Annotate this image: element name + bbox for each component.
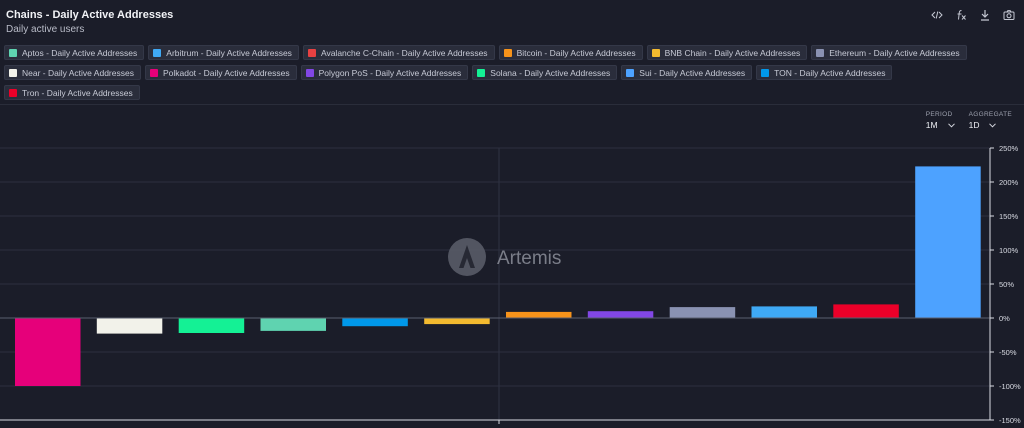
legend-item[interactable]: Solana - Daily Active Addresses — [472, 65, 618, 80]
y-tick-label: 200% — [999, 178, 1019, 187]
y-tick-label: 50% — [999, 280, 1014, 289]
chart-legend: Aptos - Daily Active Addresses Arbitrum -… — [4, 45, 1014, 105]
legend-item[interactable]: Sui - Daily Active Addresses — [621, 65, 753, 80]
watermark-text: Artemis — [497, 248, 561, 269]
bar[interactable] — [669, 307, 736, 318]
bar[interactable] — [506, 311, 572, 318]
aggregate-value: 1D — [968, 120, 980, 130]
y-tick-label: 0% — [999, 314, 1010, 323]
chart-grid — [0, 147, 990, 421]
legend-swatch — [9, 88, 17, 97]
bar[interactable] — [342, 318, 408, 327]
aggregate-label: AGGREGATE — [968, 111, 1012, 118]
legend-swatch — [305, 68, 314, 77]
aggregate-selector[interactable]: AGGREGATE 1D — [969, 111, 1012, 130]
legend-item[interactable]: Tron - Daily Active Addresses — [4, 85, 140, 100]
header-divider — [0, 104, 1024, 105]
page-title: Chains - Daily Active Addresses — [6, 9, 174, 21]
legend-item[interactable]: Ethereum - Daily Active Addresses — [811, 45, 967, 60]
legend-label: BNB Chain - Daily Active Addresses — [664, 47, 801, 58]
legend-label: Avalanche C-Chain - Daily Active Address… — [320, 47, 488, 58]
bar[interactable] — [751, 306, 818, 318]
formula-icon[interactable] — [954, 8, 968, 22]
bar[interactable] — [15, 318, 81, 386]
y-tick-label: -100% — [999, 382, 1021, 391]
legend-swatch — [477, 68, 486, 77]
legend-swatch — [626, 68, 635, 77]
y-tick-label: -150% — [999, 416, 1021, 425]
legend-item[interactable]: Polygon PoS - Daily Active Addresses — [300, 65, 469, 80]
legend-item[interactable]: Avalanche C-Chain - Daily Active Address… — [302, 45, 495, 60]
chevron-down-icon — [989, 122, 997, 128]
period-label: PERIOD — [925, 111, 953, 118]
y-tick-label: 150% — [999, 212, 1019, 221]
bar-series — [15, 166, 981, 386]
legend-label: Ethereum - Daily Active Addresses — [829, 47, 960, 58]
chart-toolbar — [930, 8, 1016, 22]
legend-swatch — [9, 48, 17, 57]
download-icon[interactable] — [978, 8, 992, 22]
period-value: 1M — [925, 120, 938, 130]
legend-swatch — [9, 68, 17, 77]
bar[interactable] — [96, 318, 163, 334]
legend-label: Tron - Daily Active Addresses — [22, 87, 133, 98]
legend-item[interactable]: Polkadot - Daily Active Addresses — [144, 65, 297, 80]
y-tick-label: 100% — [999, 246, 1019, 255]
legend-label: Solana - Daily Active Addresses — [490, 67, 611, 78]
y-tick-label: 250% — [999, 144, 1019, 153]
legend-label: Polygon PoS - Daily Active Addresses — [318, 67, 462, 78]
y-tick-label: -50% — [999, 348, 1017, 357]
legend-item[interactable]: Near - Daily Active Addresses — [4, 65, 141, 80]
bar[interactable] — [915, 166, 981, 318]
legend-item[interactable]: TON - Daily Active Addresses — [756, 65, 893, 80]
legend-item[interactable]: Aptos - Daily Active Addresses — [4, 45, 145, 60]
artemis-watermark: Artemis — [448, 238, 561, 276]
legend-swatch — [307, 48, 316, 57]
legend-label: TON - Daily Active Addresses — [774, 67, 886, 78]
legend-label: Sui - Daily Active Addresses — [639, 67, 746, 78]
bar[interactable] — [178, 318, 245, 333]
legend-swatch — [503, 48, 512, 57]
legend-swatch — [651, 48, 660, 57]
bar[interactable] — [424, 318, 490, 325]
page-subtitle: Daily active users — [6, 24, 85, 35]
camera-icon[interactable] — [1002, 8, 1016, 22]
legend-label: Near - Daily Active Addresses — [22, 67, 134, 78]
period-selector[interactable]: PERIOD 1M — [926, 111, 955, 130]
code-icon[interactable] — [930, 8, 944, 22]
legend-label: Aptos - Daily Active Addresses — [22, 47, 138, 58]
legend-item[interactable]: Bitcoin - Daily Active Addresses — [498, 45, 643, 60]
legend-item[interactable]: BNB Chain - Daily Active Addresses — [646, 45, 808, 60]
legend-swatch — [816, 48, 825, 57]
legend-swatch — [153, 48, 162, 57]
legend-label: Polkadot - Daily Active Addresses — [162, 67, 290, 78]
chevron-down-icon — [947, 122, 955, 128]
y-axis: -150% -100% -50% 0% 50% 100% 150% 200% 250% — [989, 144, 1021, 425]
bar[interactable] — [587, 311, 654, 318]
legend-label: Bitcoin - Daily Active Addresses — [516, 47, 636, 58]
legend-swatch — [149, 68, 158, 77]
legend-swatch — [761, 68, 770, 77]
bar[interactable] — [260, 318, 327, 331]
bar[interactable] — [833, 304, 899, 318]
legend-item[interactable]: Arbitrum - Daily Active Addresses — [148, 45, 299, 60]
chart-controls: PERIOD 1M AGGREGATE 1D — [926, 111, 1012, 130]
legend-label: Arbitrum - Daily Active Addresses — [166, 47, 292, 58]
